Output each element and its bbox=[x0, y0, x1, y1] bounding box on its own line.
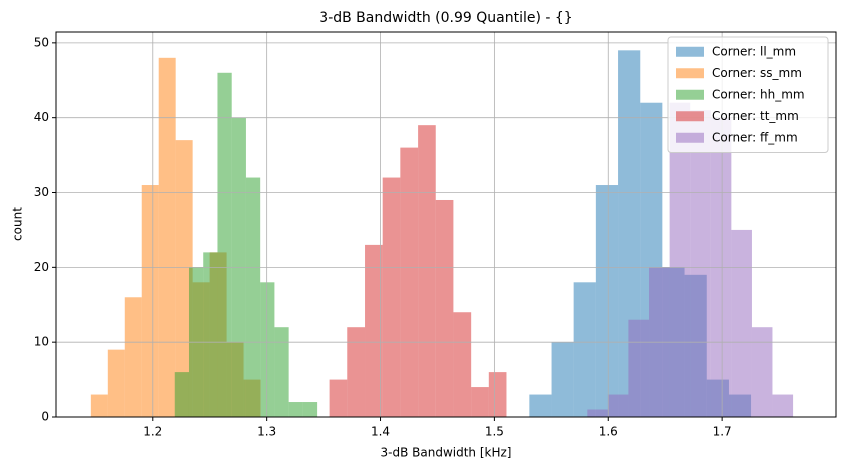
histogram-bar bbox=[731, 229, 752, 417]
y-tick-label: 30 bbox=[34, 185, 49, 199]
y-tick-label: 0 bbox=[41, 410, 49, 424]
histogram-bar bbox=[551, 342, 574, 417]
histogram-bar bbox=[573, 282, 596, 417]
histogram-bar bbox=[203, 252, 218, 417]
histogram-bar bbox=[288, 402, 303, 417]
histogram-bar bbox=[529, 394, 552, 417]
legend-swatch bbox=[676, 89, 704, 100]
y-axis-label: count bbox=[11, 207, 25, 241]
histogram-bar bbox=[400, 147, 419, 417]
histogram-bar bbox=[690, 110, 711, 418]
legend-label: Corner: ss_mm bbox=[712, 66, 802, 80]
x-tick-label: 1.3 bbox=[257, 425, 276, 439]
histogram-bar bbox=[174, 372, 189, 417]
histogram-bar bbox=[772, 394, 794, 417]
histogram-bar bbox=[607, 394, 629, 417]
histogram-bar bbox=[329, 379, 348, 417]
chart-title: 3-dB Bandwidth (0.99 Quantile) - {} bbox=[319, 10, 572, 26]
histogram-bar bbox=[488, 372, 507, 417]
histogram-bar bbox=[245, 177, 261, 417]
legend-label: Corner: hh_mm bbox=[712, 87, 805, 101]
x-tick-label: 1.5 bbox=[485, 425, 504, 439]
histogram-bar bbox=[587, 409, 608, 417]
y-tick-label: 10 bbox=[34, 335, 49, 349]
legend-box bbox=[667, 36, 829, 153]
histogram-bar bbox=[274, 327, 289, 417]
histogram-bar bbox=[141, 185, 159, 417]
y-tick-label: 20 bbox=[34, 260, 49, 274]
histogram-bar bbox=[669, 102, 691, 417]
histogram-bar bbox=[90, 394, 108, 417]
x-tick-label: 1.6 bbox=[599, 425, 618, 439]
legend-swatch bbox=[676, 111, 704, 122]
histogram-bar bbox=[751, 327, 773, 417]
legend-label: Corner: ff_mm bbox=[712, 130, 798, 144]
legend-swatch bbox=[676, 46, 704, 57]
histogram-bar bbox=[124, 297, 142, 417]
histogram-bar bbox=[107, 349, 125, 417]
histogram-bar bbox=[365, 244, 383, 417]
histogram-bar bbox=[260, 282, 275, 417]
histogram-bar bbox=[595, 185, 619, 417]
legend-label: Corner: tt_mm bbox=[712, 109, 799, 123]
histogram-bar bbox=[175, 140, 193, 417]
y-tick-label: 40 bbox=[34, 110, 49, 124]
histogram-bar bbox=[628, 319, 650, 417]
histogram-bar bbox=[302, 402, 318, 417]
x-tick-label: 1.4 bbox=[371, 425, 390, 439]
histogram-bar bbox=[418, 125, 436, 417]
histogram-bar bbox=[347, 327, 366, 417]
x-axis-label: 3-dB Bandwidth [kHz] bbox=[381, 446, 512, 460]
histogram-bar bbox=[217, 72, 232, 417]
x-tick-label: 1.2 bbox=[143, 425, 162, 439]
legend-swatch bbox=[676, 68, 704, 79]
plot-frame bbox=[55, 31, 837, 418]
x-tick-label: 1.7 bbox=[713, 425, 732, 439]
histogram-bar bbox=[471, 387, 489, 417]
y-tick-label: 50 bbox=[34, 35, 49, 49]
histogram-bar bbox=[435, 199, 454, 417]
histogram-bar bbox=[158, 57, 176, 418]
legend-swatch bbox=[676, 132, 704, 143]
histogram-bar bbox=[453, 312, 472, 417]
legend-label: Corner: ll_mm bbox=[712, 44, 796, 58]
histogram-bar bbox=[382, 177, 401, 417]
